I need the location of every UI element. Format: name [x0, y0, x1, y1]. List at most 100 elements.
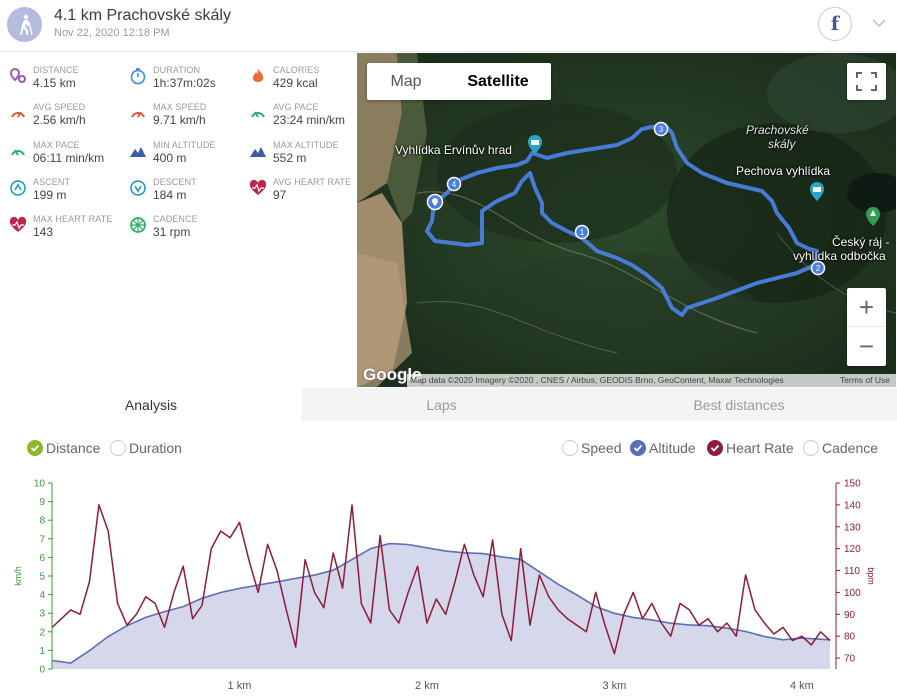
map-label-prachovske: Prachovské	[746, 123, 809, 137]
stat-label: DURATION	[153, 65, 201, 75]
stat-label: AVG SPEED	[33, 102, 86, 112]
stat-label: MAX SPEED	[153, 102, 207, 112]
activity-stats-panel: DISTANCE 4.15 km DURATION 1h:37m:02s CALORIE…	[0, 53, 357, 387]
stat-calories: CALORIES 429 kcal	[249, 65, 369, 99]
route-map[interactable]: 1 2 3 4 Vyhlídka Ervínův hrad Prachovské…	[357, 53, 896, 387]
fullscreen-icon	[856, 72, 877, 91]
right-axis-label: bpm	[866, 567, 876, 585]
stat-max-pace: MAX PACE 06:11 min/km	[9, 140, 129, 174]
facebook-icon: f	[830, 13, 840, 35]
checkbox-unchecked-icon[interactable]	[110, 440, 126, 456]
camera-poi-icon[interactable]	[527, 135, 543, 155]
series-heart-rate-option[interactable]: Heart Rate	[707, 439, 794, 457]
stat-label: DESCENT	[153, 177, 197, 187]
route-marker-3[interactable]: 3	[653, 121, 669, 137]
zoom-controls: + −	[847, 288, 886, 366]
stat-value: 9.71 km/h	[153, 113, 206, 127]
svg-text:2: 2	[816, 264, 821, 273]
chevron-down-icon[interactable]	[870, 14, 888, 32]
cadence-icon	[130, 217, 146, 233]
stat-avg-pace: AVG PACE 23:24 min/km	[249, 102, 369, 136]
svg-text:1: 1	[580, 228, 585, 237]
stat-value: 400 m	[153, 151, 187, 165]
series-speed-option[interactable]: Speed	[562, 439, 621, 457]
analysis-chart[interactable]: 0 1 2 3 4 5 6 7 8 9 10 70 80 90 100 110 120 130 140 150 km/h…	[0, 470, 897, 697]
map-type-toggle: Map Satellite	[367, 63, 551, 100]
left-tick-label: 6	[39, 553, 45, 564]
option-label: Speed	[581, 440, 622, 456]
mountain-icon	[250, 147, 266, 157]
hiking-icon	[19, 14, 33, 35]
stat-label: CADENCE	[153, 214, 198, 224]
terms-of-use-link[interactable]: Terms of Use	[839, 375, 890, 385]
stat-descent: DESCENT 184 m	[129, 177, 249, 211]
activity-title: 4.1 km Prachovské skály	[54, 7, 231, 24]
checkbox-checked-icon[interactable]	[707, 440, 723, 456]
zoom-out-button[interactable]: −	[858, 331, 875, 361]
map-type-map-button[interactable]: Map	[390, 72, 422, 90]
descent-icon	[130, 180, 146, 196]
pace-icon	[251, 111, 265, 118]
checkbox-unchecked-icon[interactable]	[803, 440, 819, 456]
stat-ascent: ASCENT 199 m	[9, 177, 129, 211]
option-label: Duration	[129, 440, 182, 456]
tab-laps[interactable]: Laps	[302, 388, 581, 421]
stat-cadence: CADENCE 31 rpm	[129, 214, 249, 248]
speedometer-icon	[131, 111, 145, 118]
right-tick-label: 90	[844, 610, 856, 621]
camera-poi-icon[interactable]	[809, 182, 825, 202]
stat-duration: DURATION 1h:37m:02s	[129, 65, 249, 99]
map-label-pechova: Pechova vyhlídka	[736, 164, 831, 178]
axis-distance-option[interactable]: Distance	[27, 439, 100, 457]
stopwatch-icon	[130, 68, 146, 85]
checkbox-checked-icon[interactable]	[630, 440, 646, 456]
map-label-skaly: skály	[768, 137, 796, 151]
zoom-in-button[interactable]: +	[847, 288, 886, 327]
series-altitude-option[interactable]: Altitude	[630, 439, 696, 457]
route-marker-4[interactable]: 4	[446, 176, 462, 192]
stat-label: ASCENT	[33, 177, 71, 187]
start-pin-icon[interactable]	[426, 193, 444, 213]
attribution-text: Map data ©2020 Imagery ©2020 , CNES / Ai…	[410, 375, 784, 385]
tab-best-distances[interactable]: Best distances	[581, 388, 897, 421]
checkbox-checked-icon[interactable]	[27, 440, 43, 456]
tab-analysis[interactable]: Analysis	[0, 388, 302, 421]
right-tick-label: 140	[844, 500, 861, 511]
series-cadence-option[interactable]: Cadence	[803, 439, 878, 457]
left-tick-label: 1	[39, 646, 45, 657]
fullscreen-button[interactable]	[847, 63, 886, 100]
stat-value: 184 m	[153, 188, 187, 202]
flame-icon	[252, 69, 264, 82]
distance-icon	[9, 67, 26, 83]
route-marker-2[interactable]: 2	[810, 260, 826, 276]
stat-label: MAX PACE	[33, 140, 80, 150]
left-tick-label: 5	[39, 572, 45, 583]
heart-rate-line	[51, 504, 831, 655]
satellite-imagery	[357, 53, 896, 387]
right-tick-label: 120	[844, 544, 861, 555]
option-label: Distance	[46, 440, 101, 456]
stat-value: 97	[273, 188, 287, 202]
tree-poi-icon[interactable]	[865, 207, 881, 227]
stat-value: 143	[33, 225, 54, 239]
activity-date: Nov 22, 2020 12:18 PM	[54, 27, 170, 39]
axis-duration-option[interactable]: Duration	[110, 439, 182, 457]
stat-value: 199 m	[33, 188, 67, 202]
left-tick-label: 7	[39, 534, 45, 545]
left-tick-label: 10	[34, 479, 46, 490]
stat-label: MAX HEART RATE	[33, 214, 113, 224]
route-marker-1[interactable]: 1	[574, 224, 590, 240]
checkbox-unchecked-icon[interactable]	[562, 440, 578, 456]
option-label: Cadence	[822, 440, 879, 456]
analysis-tabs: Analysis Laps Best distances	[0, 388, 897, 421]
facebook-share-button[interactable]: f	[818, 7, 852, 41]
stat-min-altitude: MIN ALTITUDE 400 m	[129, 140, 249, 174]
stat-avg-heart-rate: AVG HEART RATE 97	[249, 177, 369, 211]
svg-text:4: 4	[452, 180, 457, 189]
left-tick-label: 0	[39, 665, 45, 676]
map-label-ervinuv: Vyhlídka Ervínův hrad	[395, 143, 512, 157]
map-type-satellite-button[interactable]: Satellite	[467, 72, 529, 90]
right-tick-label: 110	[844, 566, 860, 577]
x-tick-label: 2 km	[415, 680, 439, 692]
stat-max-speed: MAX SPEED 9.71 km/h	[129, 102, 249, 136]
